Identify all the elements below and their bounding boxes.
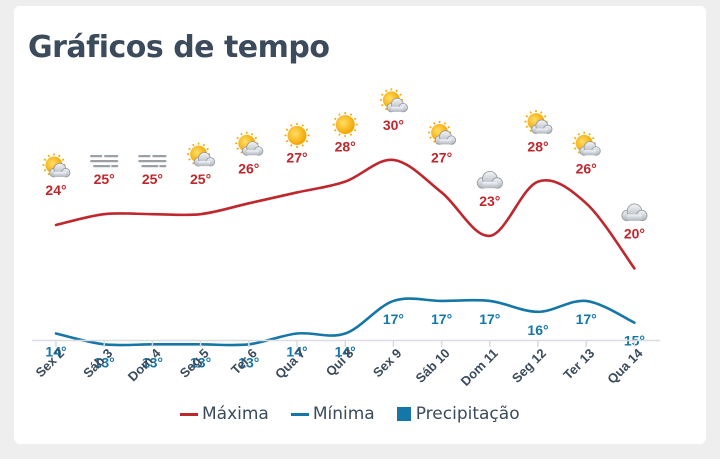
min-temp-label: 17° xyxy=(576,311,597,327)
weather-chart-card xyxy=(14,6,706,444)
x-tick-label: Qua 14 xyxy=(604,345,646,387)
legend-max-swatch xyxy=(180,412,198,416)
sun-cloud-icon xyxy=(428,120,457,145)
chart-legend: Máxima Mínima Precipitação xyxy=(180,404,542,424)
cloud-icon xyxy=(476,170,503,189)
legend-min-label: Mínima xyxy=(312,404,375,424)
max-temp-label: 27° xyxy=(286,149,307,165)
legend-item-min[interactable]: Mínima xyxy=(290,404,375,424)
legend-max-label: Máxima xyxy=(202,404,269,424)
legend-item-precip[interactable]: Precipitação xyxy=(396,404,520,424)
max-temp-label: 25° xyxy=(94,171,115,187)
max-temp-label: 23° xyxy=(479,193,500,209)
max-temp-label: 25° xyxy=(142,171,163,187)
sun-cloud-icon xyxy=(379,88,408,113)
sun-cloud-icon xyxy=(235,131,264,156)
min-temp-label: 14° xyxy=(335,344,356,360)
max-temp-label: 26° xyxy=(576,160,597,176)
x-tick-label: Sáb 10 xyxy=(412,346,452,386)
max-temp-label: 20° xyxy=(624,225,645,241)
min-temp-label: 17° xyxy=(431,311,452,327)
x-tick-label: Seg 12 xyxy=(509,346,549,386)
min-temp-label: 13° xyxy=(142,354,163,370)
legend-item-max[interactable]: Máxima xyxy=(180,404,269,424)
max-temp-label: 30° xyxy=(383,117,404,133)
max-temp-label: 28° xyxy=(335,139,356,155)
fog-icon xyxy=(138,155,167,168)
max-temp-label: 26° xyxy=(238,160,259,176)
cloud-icon xyxy=(621,203,648,222)
sun-cloud-icon xyxy=(42,153,71,178)
min-temp-label: 14° xyxy=(45,344,66,360)
min-temp-label: 13° xyxy=(94,354,115,370)
min-temp-label: 16° xyxy=(527,322,548,338)
sun-icon xyxy=(332,112,358,138)
max-temp-label: 27° xyxy=(431,149,452,165)
min-temp-label: 17° xyxy=(479,311,500,327)
x-tick-label: Ter 13 xyxy=(560,346,597,383)
sun-cloud-icon xyxy=(187,142,216,167)
x-tick-label: Sex 9 xyxy=(370,346,405,381)
sun-icon xyxy=(284,122,310,148)
legend-precip-label: Precipitação xyxy=(415,404,520,424)
min-temp-label: 17° xyxy=(383,311,404,327)
max-temp-label: 25° xyxy=(190,171,211,187)
legend-precip-swatch xyxy=(396,407,411,421)
max-temp-label: 28° xyxy=(527,139,548,155)
sun-cloud-icon xyxy=(524,110,553,134)
min-temp-label: 14° xyxy=(286,344,307,360)
min-temp-label: 13° xyxy=(190,354,211,370)
legend-min-swatch xyxy=(290,412,309,416)
page-title: Gráficos de tempo xyxy=(28,30,330,65)
max-temp-label: 24° xyxy=(45,182,66,198)
sun-cloud-icon xyxy=(572,131,601,156)
x-tick-label: Dom 11 xyxy=(458,346,501,389)
fog-icon xyxy=(90,155,119,168)
series-max-line xyxy=(54,158,636,270)
min-temp-label: 13° xyxy=(238,354,259,370)
